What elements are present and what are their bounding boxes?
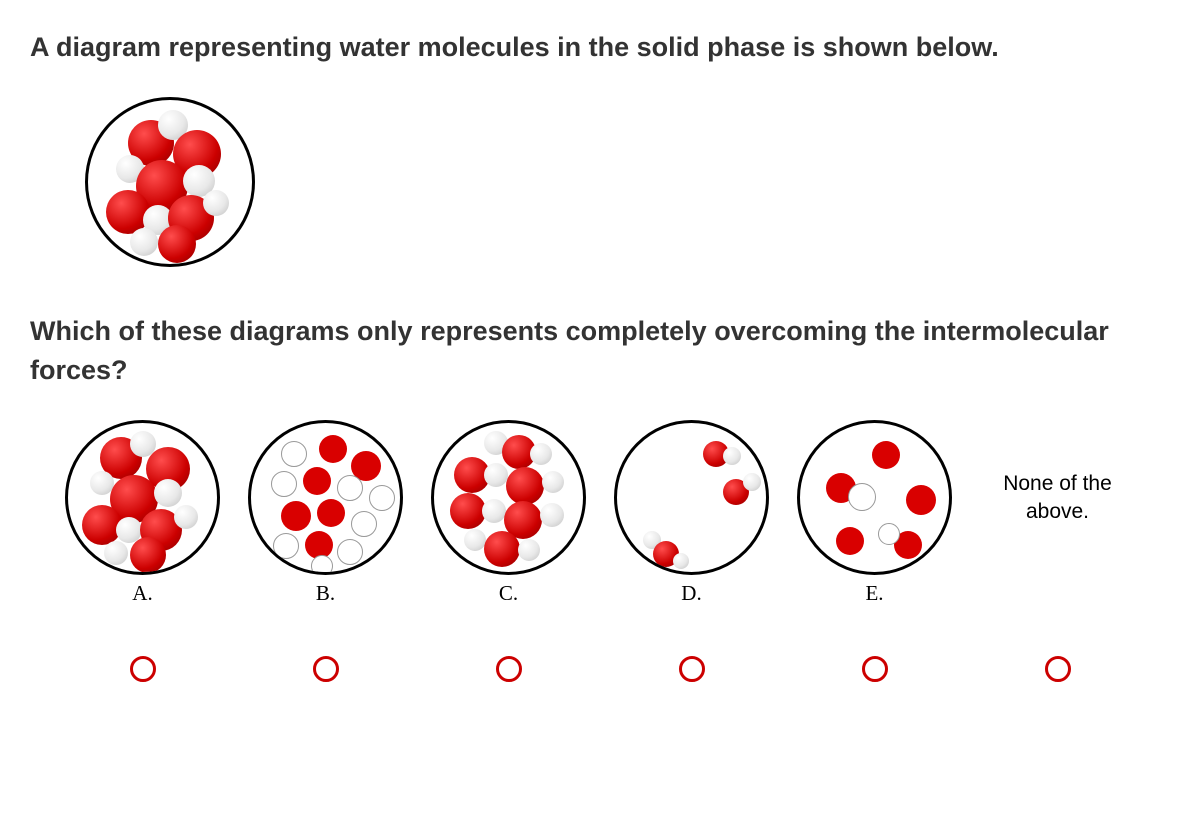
option-a: A. xyxy=(60,420,225,606)
radio-d[interactable] xyxy=(679,656,705,682)
option-c: C. xyxy=(426,420,591,606)
diagram-c xyxy=(431,420,586,575)
radio-c[interactable] xyxy=(496,656,522,682)
radio-a[interactable] xyxy=(130,656,156,682)
option-e: E. xyxy=(792,420,957,606)
option-d-label: D. xyxy=(681,581,701,606)
options-row: A. B. xyxy=(60,420,1170,606)
option-e-label: E. xyxy=(865,581,883,606)
option-c-label: C. xyxy=(499,581,518,606)
option-a-label: A. xyxy=(132,581,152,606)
none-line1: None of the xyxy=(1003,472,1112,495)
radio-none[interactable] xyxy=(1045,656,1071,682)
reference-diagram xyxy=(85,97,1170,272)
option-none: None of the above. xyxy=(975,420,1140,575)
none-line2: above. xyxy=(1026,500,1089,523)
radio-b[interactable] xyxy=(313,656,339,682)
radio-e[interactable] xyxy=(862,656,888,682)
option-none-label: None of the above. xyxy=(1003,470,1112,527)
radio-row xyxy=(60,656,1170,682)
question-stem-1: A diagram representing water molecules i… xyxy=(30,28,1170,67)
diagram-d xyxy=(614,420,769,575)
diagram-b xyxy=(248,420,403,575)
option-b: B. xyxy=(243,420,408,606)
diagram-e xyxy=(797,420,952,575)
option-d: D. xyxy=(609,420,774,606)
diagram-a xyxy=(65,420,220,575)
reference-circle xyxy=(85,97,255,267)
question-stem-2: Which of these diagrams only represents … xyxy=(30,312,1170,390)
option-b-label: B. xyxy=(316,581,335,606)
